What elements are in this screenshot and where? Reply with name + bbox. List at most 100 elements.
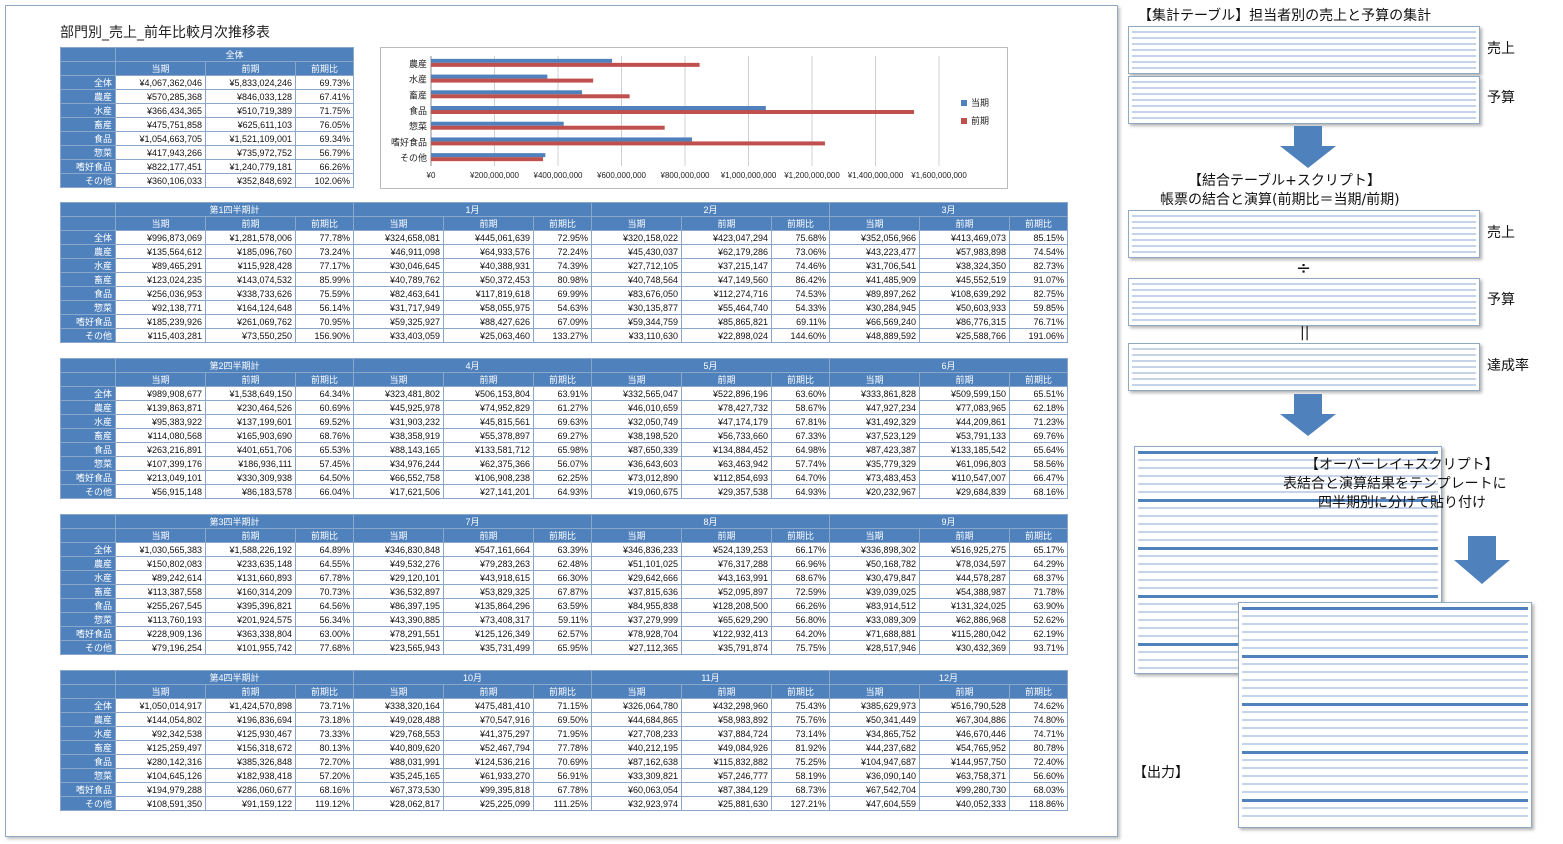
table-cell: ¥115,403,281 xyxy=(115,328,206,343)
table-row: 畜産 ¥113,387,558 ¥160,314,209 70.73% ¥36,532,… xyxy=(60,584,1068,599)
table-cell: ¥17,621,506 xyxy=(353,484,444,499)
table-cell: 69.63% xyxy=(533,414,592,429)
col-header: 前期比 xyxy=(533,528,592,543)
thumb-line xyxy=(1242,799,1528,802)
table-cell: ¥56,915,148 xyxy=(115,484,206,499)
step2-sales-label: 売上 xyxy=(1487,225,1515,241)
table-cell: 68.76% xyxy=(295,428,354,443)
period-group-header: 12月 xyxy=(829,670,1068,685)
category-label: その他 xyxy=(400,152,427,164)
table-cell: 65.95% xyxy=(533,640,592,655)
table-cell: 56.07% xyxy=(533,456,592,471)
sales-aggregate-thumb xyxy=(1128,26,1480,74)
table-cell: ¥346,836,233 xyxy=(591,542,682,557)
thumb-line xyxy=(1132,67,1476,69)
col-header: 当期 xyxy=(353,216,444,231)
table-cell: ¥37,884,724 xyxy=(681,726,772,741)
step1-budget-label: 予算 xyxy=(1487,90,1515,106)
table-cell: ¥1,054,663,705 xyxy=(115,131,206,146)
table-cell: ¥336,898,302 xyxy=(829,542,920,557)
table-cell: ¥164,124,648 xyxy=(205,300,296,315)
table-row: 水産 ¥92,342,538 ¥125,930,467 73.33% ¥29,768,5… xyxy=(60,726,1068,741)
col-header: 当期 xyxy=(829,684,920,699)
table-cell: ¥47,604,559 xyxy=(829,796,920,811)
thumb-line xyxy=(1242,735,1528,737)
table-cell: 75.43% xyxy=(771,698,830,713)
step3-title-2: 表結合と演算結果をテンプレートに xyxy=(1283,476,1507,492)
col-header: 前期 xyxy=(443,216,534,231)
table-cell: ¥516,790,528 xyxy=(919,698,1010,713)
table-cell: 67.87% xyxy=(533,584,592,599)
table-cell: ¥1,050,014,917 xyxy=(115,698,206,713)
table-cell: ¥28,517,946 xyxy=(829,640,920,655)
table-cell: 67.09% xyxy=(533,314,592,329)
col-header: 当期 xyxy=(353,684,444,699)
quarter-table: 第4四半期計 10月 11月 12月 当期 前期 前期比 当期 前期 前期比 当期 前期 前期比 当期 前期… xyxy=(60,670,1068,811)
table-row: 惣菜 ¥113,760,193 ¥201,924,575 56.34% ¥43,390,… xyxy=(60,612,1068,627)
table-cell: 93.71% xyxy=(1009,640,1068,655)
row-label: 食品 xyxy=(60,286,116,301)
step2-budget-label: 予算 xyxy=(1487,292,1515,308)
table-cell: ¥99,280,730 xyxy=(919,782,1010,797)
thumb-line xyxy=(1138,459,1438,461)
col-header: 前期 xyxy=(919,684,1010,699)
quarter-table: 第1四半期計 1月 2月 3月 当期 前期 前期比 当期 前期 前期比 当期 前期 前期比 当期 前期 前期比… xyxy=(60,202,1068,343)
table-cell: ¥475,751,858 xyxy=(115,117,206,132)
table-cell: ¥29,768,553 xyxy=(353,726,444,741)
table-cell: ¥128,208,500 xyxy=(681,598,772,613)
row-label: 畜産 xyxy=(60,428,116,443)
thumb-line xyxy=(1242,663,1528,665)
thumb-line xyxy=(1132,245,1476,247)
table-cell: ¥524,139,253 xyxy=(681,542,772,557)
table-cell: ¥58,983,892 xyxy=(681,712,772,727)
table-cell: ¥150,802,083 xyxy=(115,556,206,571)
x-tick-label: ¥0 xyxy=(426,171,436,180)
table-cell: 59.11% xyxy=(533,612,592,627)
table-cell: ¥62,886,968 xyxy=(919,612,1010,627)
table-cell: ¥87,162,638 xyxy=(591,754,682,769)
table-cell: ¥25,588,766 xyxy=(919,328,1010,343)
step2-title-1: 【結合テーブル+スクリプト】 xyxy=(1188,173,1381,189)
table-cell: ¥63,758,371 xyxy=(919,768,1010,783)
table-cell: 77.17% xyxy=(295,258,354,273)
table-cell: ¥46,010,659 xyxy=(591,400,682,415)
table-cell: ¥67,542,704 xyxy=(829,782,920,797)
table-cell: ¥62,179,286 xyxy=(681,244,772,259)
table-cell: ¥49,084,926 xyxy=(681,740,772,755)
table-cell: ¥55,464,740 xyxy=(681,300,772,315)
col-header: 前期比 xyxy=(295,684,354,699)
table-cell: ¥338,733,626 xyxy=(205,286,296,301)
table-cell: 72.59% xyxy=(771,584,830,599)
period-group-header: 4月 xyxy=(353,358,592,373)
table-row: その他 ¥108,591,350 ¥91,159,122 119.12% ¥28,062… xyxy=(60,796,1068,811)
table-cell: ¥54,388,987 xyxy=(919,584,1010,599)
table-cell: ¥1,240,779,181 xyxy=(205,159,296,174)
table-cell: ¥77,083,965 xyxy=(919,400,1010,415)
table-cell: ¥52,095,897 xyxy=(681,584,772,599)
thumb-line xyxy=(1242,727,1528,729)
summary-col-header: 当期 xyxy=(115,61,206,76)
row-label: 水産 xyxy=(60,258,116,273)
row-label: 農産 xyxy=(60,712,116,727)
step1-title: 【集計テーブル】担当者別の売上と予算の集計 xyxy=(1138,8,1432,24)
bar-chart-svg: ¥0 ¥200,000,000 ¥400,000,000 ¥600,000,000 ¥8… xyxy=(391,56,989,180)
table-cell: ¥506,153,804 xyxy=(443,386,534,401)
col-header: 当期 xyxy=(591,528,682,543)
table-cell: ¥50,168,782 xyxy=(829,556,920,571)
table-cell: ¥31,492,329 xyxy=(829,414,920,429)
table-cell: 57.20% xyxy=(295,768,354,783)
table-cell: ¥44,237,682 xyxy=(829,740,920,755)
thumb-line xyxy=(1132,55,1476,57)
table-cell: ¥49,028,488 xyxy=(353,712,444,727)
table-cell: 69.34% xyxy=(295,131,354,146)
period-group-header: 8月 xyxy=(591,514,830,529)
table-cell: ¥330,309,938 xyxy=(205,470,296,485)
thumb-line xyxy=(1242,791,1528,793)
table-cell: ¥78,291,551 xyxy=(353,626,444,641)
table-corner xyxy=(60,202,116,217)
table-cell: 63.59% xyxy=(533,598,592,613)
table-cell: 64.55% xyxy=(295,556,354,571)
table-cell: 68.67% xyxy=(771,570,830,585)
table-cell: 73.71% xyxy=(295,698,354,713)
table-cell: ¥50,341,449 xyxy=(829,712,920,727)
